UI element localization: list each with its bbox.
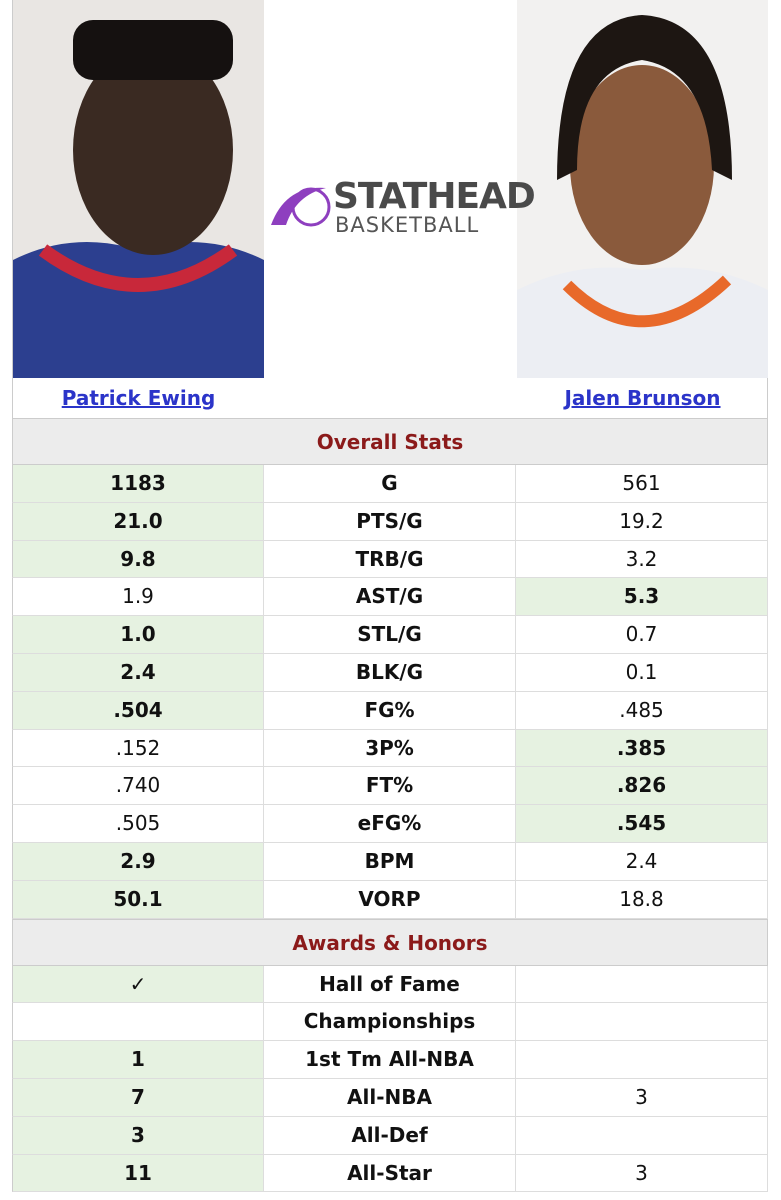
- left-value: ✓: [12, 965, 264, 1004]
- logo-title: STATHEAD: [333, 176, 536, 217]
- table-row: .505 eFG% .545: [12, 805, 768, 843]
- table-row: 2.9 BPM 2.4: [12, 842, 768, 881]
- left-value: .740: [12, 767, 264, 806]
- table-row: 1 1st Tm All-NBA: [12, 1041, 768, 1079]
- left-value: 3: [12, 1116, 264, 1155]
- right-value: .826: [516, 767, 768, 806]
- player-photo: [13, 0, 264, 378]
- stat-label: 3P%: [264, 729, 516, 768]
- stat-label: All-NBA: [264, 1078, 516, 1117]
- table-row: 2.4 BLK/G 0.1: [12, 653, 768, 692]
- table-row: .740 FT% .826: [12, 767, 768, 806]
- left-value: 50.1: [12, 880, 264, 919]
- stat-label: PTS/G: [264, 502, 516, 541]
- stat-label: VORP: [264, 880, 516, 919]
- right-value: 19.2: [516, 502, 768, 541]
- right-value: 3.2: [516, 540, 768, 579]
- left-value: 11: [12, 1154, 264, 1193]
- left-value: 2.4: [12, 653, 264, 692]
- logo-icon: [271, 187, 331, 227]
- left-value: 1: [12, 1041, 264, 1079]
- stat-label: AST/G: [264, 578, 516, 617]
- player-link[interactable]: Patrick Ewing: [61, 386, 216, 410]
- left-value: 2.9: [12, 842, 264, 881]
- right-value: 5.3: [516, 578, 768, 617]
- right-value: [516, 1003, 768, 1042]
- right-value: .385: [516, 729, 768, 768]
- right-value: 0.7: [516, 616, 768, 654]
- table-row: 21.0 PTS/G 19.2: [12, 502, 768, 541]
- right-value: 3: [516, 1154, 768, 1193]
- left-value: .152: [12, 729, 264, 768]
- table-row: 1.0 STL/G 0.7: [12, 616, 768, 654]
- right-value: [516, 965, 768, 1004]
- stat-label: FT%: [264, 767, 516, 806]
- table-row: 1.9 AST/G 5.3: [12, 578, 768, 617]
- stat-label: Championships: [264, 1003, 516, 1042]
- table-row: .504 FG% .485: [12, 691, 768, 730]
- section-header: Overall Stats: [12, 418, 768, 465]
- left-value: 1183: [12, 465, 264, 503]
- left-value: 1.9: [12, 578, 264, 617]
- right-value: [516, 1041, 768, 1079]
- left-value: 21.0: [12, 502, 264, 541]
- table-row: Championships: [12, 1003, 768, 1042]
- left-value: .505: [12, 805, 264, 843]
- stat-label: 1st Tm All-NBA: [264, 1041, 516, 1079]
- stat-label: eFG%: [264, 805, 516, 843]
- stat-label: BPM: [264, 842, 516, 881]
- right-value: 2.4: [516, 842, 768, 881]
- table-row: 3 All-Def: [12, 1116, 768, 1155]
- player-header: STATHEAD BASKETBALL Patrick Ewing Jalen …: [12, 0, 768, 418]
- right-value: 0.1: [516, 653, 768, 692]
- logo-subtitle: BASKETBALL: [335, 213, 480, 237]
- table-row: 9.8 TRB/G 3.2: [12, 540, 768, 579]
- stat-label: Hall of Fame: [264, 965, 516, 1004]
- stat-label: FG%: [264, 691, 516, 730]
- right-value: .545: [516, 805, 768, 843]
- stat-label: BLK/G: [264, 653, 516, 692]
- table-row: 1183 G 561: [12, 465, 768, 503]
- stat-label: G: [264, 465, 516, 503]
- right-value: .485: [516, 691, 768, 730]
- stat-label: STL/G: [264, 616, 516, 654]
- stat-label: All-Def: [264, 1116, 516, 1155]
- table-row: ✓ Hall of Fame: [12, 965, 768, 1004]
- right-value: 561: [516, 465, 768, 503]
- stat-label: All-Star: [264, 1154, 516, 1193]
- table-row: 7 All-NBA 3: [12, 1078, 768, 1117]
- left-value: 1.0: [12, 616, 264, 654]
- table-row: .152 3P% .385: [12, 729, 768, 768]
- left-value: 7: [12, 1078, 264, 1117]
- player-link[interactable]: Jalen Brunson: [564, 386, 721, 410]
- section-header: Awards & Honors: [12, 918, 768, 966]
- table-row: 11 All-Star 3: [12, 1154, 768, 1193]
- left-value: [12, 1003, 264, 1042]
- table-row: 50.1 VORP 18.8: [12, 880, 768, 919]
- right-value: 3: [516, 1078, 768, 1117]
- stat-label: TRB/G: [264, 540, 516, 579]
- right-value: 18.8: [516, 880, 768, 919]
- player-photo: [517, 0, 768, 378]
- comparison-table: Overall Stats 1183 G 561 21.0 PTS/G 19.2 9.8 TRB…: [12, 418, 768, 1193]
- right-value: [516, 1116, 768, 1155]
- left-value: .504: [12, 691, 264, 730]
- left-value: 9.8: [12, 540, 264, 579]
